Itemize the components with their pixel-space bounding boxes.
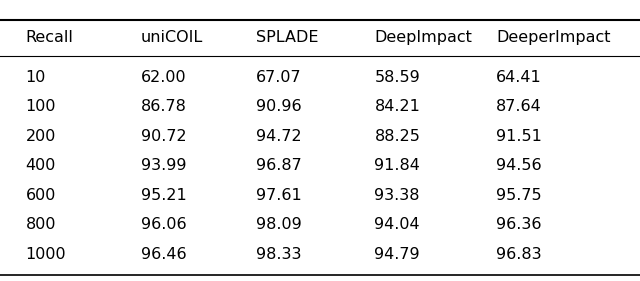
Text: 95.75: 95.75 <box>496 188 541 203</box>
Text: 86.78: 86.78 <box>141 99 187 114</box>
Text: 91.84: 91.84 <box>374 158 420 173</box>
Text: 1000: 1000 <box>26 247 66 262</box>
Text: 98.09: 98.09 <box>256 217 301 232</box>
Text: 87.64: 87.64 <box>496 99 541 114</box>
Text: 400: 400 <box>26 158 56 173</box>
Text: 94.79: 94.79 <box>374 247 420 262</box>
Text: 62.00: 62.00 <box>141 70 186 85</box>
Text: 64.41: 64.41 <box>496 70 541 85</box>
Text: 98.33: 98.33 <box>256 247 301 262</box>
Text: 96.06: 96.06 <box>141 217 186 232</box>
Text: SPLADE: SPLADE <box>256 30 319 46</box>
Text: 94.56: 94.56 <box>496 158 541 173</box>
Text: 94.72: 94.72 <box>256 129 301 144</box>
Text: 67.07: 67.07 <box>256 70 301 85</box>
Text: 58.59: 58.59 <box>374 70 420 85</box>
Text: 84.21: 84.21 <box>374 99 420 114</box>
Text: 800: 800 <box>26 217 56 232</box>
Text: 95.21: 95.21 <box>141 188 186 203</box>
Text: 600: 600 <box>26 188 56 203</box>
Text: 10: 10 <box>26 70 46 85</box>
Text: 93.99: 93.99 <box>141 158 186 173</box>
Text: 96.46: 96.46 <box>141 247 186 262</box>
Text: 93.38: 93.38 <box>374 188 420 203</box>
Text: uniCOIL: uniCOIL <box>141 30 203 46</box>
Text: 90.72: 90.72 <box>141 129 186 144</box>
Text: 90.96: 90.96 <box>256 99 301 114</box>
Text: 88.25: 88.25 <box>374 129 420 144</box>
Text: 96.83: 96.83 <box>496 247 541 262</box>
Text: Recall: Recall <box>26 30 74 46</box>
Text: DeepImpact: DeepImpact <box>374 30 472 46</box>
Text: 94.04: 94.04 <box>374 217 420 232</box>
Text: DeeperImpact: DeeperImpact <box>496 30 611 46</box>
Text: 96.36: 96.36 <box>496 217 541 232</box>
Text: 97.61: 97.61 <box>256 188 301 203</box>
Text: 91.51: 91.51 <box>496 129 542 144</box>
Text: 96.87: 96.87 <box>256 158 301 173</box>
Text: 200: 200 <box>26 129 56 144</box>
Text: 100: 100 <box>26 99 56 114</box>
